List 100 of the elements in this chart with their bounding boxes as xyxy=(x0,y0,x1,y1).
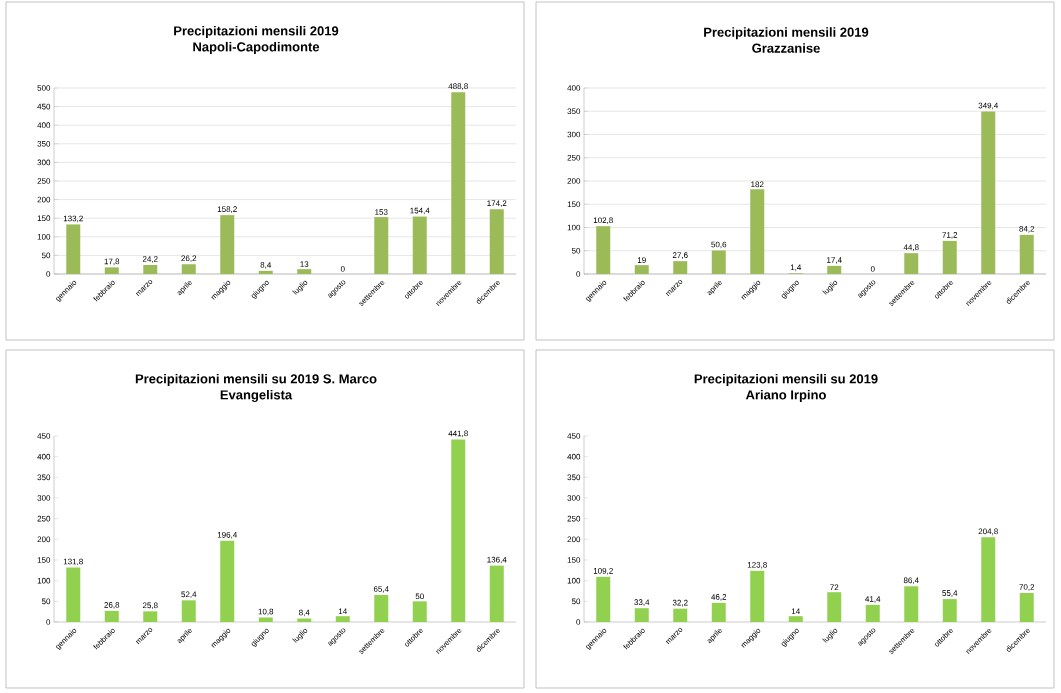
y-tick-label: 450 xyxy=(37,433,51,439)
bar xyxy=(220,540,235,622)
bar xyxy=(297,269,312,274)
chart-subtitle: Grazzanise xyxy=(752,43,820,53)
y-tick-label: 400 xyxy=(567,453,581,460)
y-tick-label: 0 xyxy=(576,271,581,277)
data-label: 50,6 xyxy=(711,241,727,249)
y-tick-label: 150 xyxy=(37,215,51,222)
data-label: 158,2 xyxy=(217,206,237,213)
y-tick-label: 350 xyxy=(37,474,51,481)
y-tick-label: 100 xyxy=(567,577,581,584)
data-label: 86,4 xyxy=(903,577,919,585)
y-tick-label: 0 xyxy=(46,271,51,277)
chart-subtitle: Evangelista xyxy=(220,389,293,403)
y-tick-label: 150 xyxy=(567,201,581,208)
data-label: 196,4 xyxy=(217,532,238,539)
y-tick-label: 400 xyxy=(567,85,581,91)
bar xyxy=(827,265,842,274)
data-label: 72 xyxy=(830,584,839,591)
y-tick-label: 100 xyxy=(37,577,51,584)
chart-title: Precipitazioni mensili su 2019 S. Marco xyxy=(135,373,377,387)
data-label: 27,6 xyxy=(672,252,688,259)
data-label: 123,8 xyxy=(747,562,767,569)
y-tick-label: 300 xyxy=(567,131,581,138)
y-tick-label: 400 xyxy=(37,453,51,460)
y-tick-label: 250 xyxy=(37,515,51,522)
bar xyxy=(673,608,688,622)
chart-subtitle: Napoli-Capodimonte xyxy=(193,41,320,55)
y-tick-label: 450 xyxy=(37,103,51,110)
chart-title: Precipitazioni mensili su 2019 xyxy=(694,373,878,387)
data-label: 153 xyxy=(375,209,388,215)
bar xyxy=(634,608,649,622)
bar xyxy=(981,111,996,274)
y-tick-label: 250 xyxy=(37,178,51,184)
data-label: 182 xyxy=(751,181,764,188)
y-tick-label: 450 xyxy=(567,433,581,439)
data-label: 10,8 xyxy=(258,608,274,616)
bar xyxy=(750,570,765,622)
y-tick-label: 200 xyxy=(567,178,581,184)
data-label: 8,4 xyxy=(299,609,310,617)
data-label: 133,2 xyxy=(63,215,83,223)
bar xyxy=(374,594,389,622)
y-tick-label: 200 xyxy=(37,536,51,543)
data-label: 13 xyxy=(300,261,309,267)
bar xyxy=(489,209,504,274)
y-tick-label: 0 xyxy=(46,619,51,625)
data-label: 14 xyxy=(791,608,800,614)
y-tick-label: 300 xyxy=(567,495,581,501)
data-label: 14 xyxy=(338,608,347,614)
chart-title: Precipitazioni mensili 2019 xyxy=(704,27,869,40)
y-tick-label: 300 xyxy=(37,159,51,166)
data-label: 46,2 xyxy=(711,594,727,601)
data-label: 17,4 xyxy=(827,257,842,264)
data-label: 204,8 xyxy=(978,528,998,536)
bar xyxy=(181,600,196,622)
data-label: 441,8 xyxy=(448,430,468,438)
y-tick-label: 100 xyxy=(37,233,51,240)
data-label: 44,8 xyxy=(903,244,919,251)
data-label: 84,2 xyxy=(1019,226,1035,233)
data-label: 52,4 xyxy=(181,591,197,599)
bar xyxy=(750,189,765,274)
data-label: 26,8 xyxy=(104,602,120,609)
bar xyxy=(904,586,919,622)
y-tick-label: 50 xyxy=(41,598,51,605)
bar xyxy=(489,565,504,622)
data-label: 32,2 xyxy=(672,599,688,607)
bar xyxy=(220,215,235,274)
bar xyxy=(865,604,880,622)
data-label: 136,4 xyxy=(487,556,507,564)
bar xyxy=(66,224,81,274)
data-label: 17,8 xyxy=(104,258,120,266)
y-tick-label: 350 xyxy=(567,108,581,115)
bar xyxy=(66,567,81,622)
chart-subtitle: Ariano Irpino xyxy=(745,389,826,403)
bar xyxy=(673,261,688,274)
data-label: 8,4 xyxy=(260,262,272,269)
bar xyxy=(827,592,842,622)
y-tick-label: 350 xyxy=(567,474,581,481)
bar xyxy=(981,537,996,622)
data-label: 24,2 xyxy=(142,256,158,263)
bar xyxy=(258,270,273,274)
bar xyxy=(143,611,158,622)
data-label: 0 xyxy=(870,266,875,272)
data-label: 0 xyxy=(340,266,345,272)
y-tick-label: 300 xyxy=(37,495,51,501)
y-tick-label: 350 xyxy=(37,140,51,147)
bar xyxy=(596,576,611,622)
bar xyxy=(788,616,803,622)
data-label: 25,8 xyxy=(142,602,158,610)
data-label: 19 xyxy=(637,257,646,263)
y-tick-label: 200 xyxy=(37,196,51,203)
bar xyxy=(143,264,158,274)
y-tick-label: 150 xyxy=(37,557,51,563)
data-label: 102,8 xyxy=(593,217,613,224)
bar xyxy=(942,599,957,622)
data-label: 174,2 xyxy=(487,200,507,207)
bar xyxy=(335,616,350,622)
y-tick-label: 50 xyxy=(571,247,581,254)
bar xyxy=(181,264,196,274)
y-tick-label: 0 xyxy=(576,619,581,625)
